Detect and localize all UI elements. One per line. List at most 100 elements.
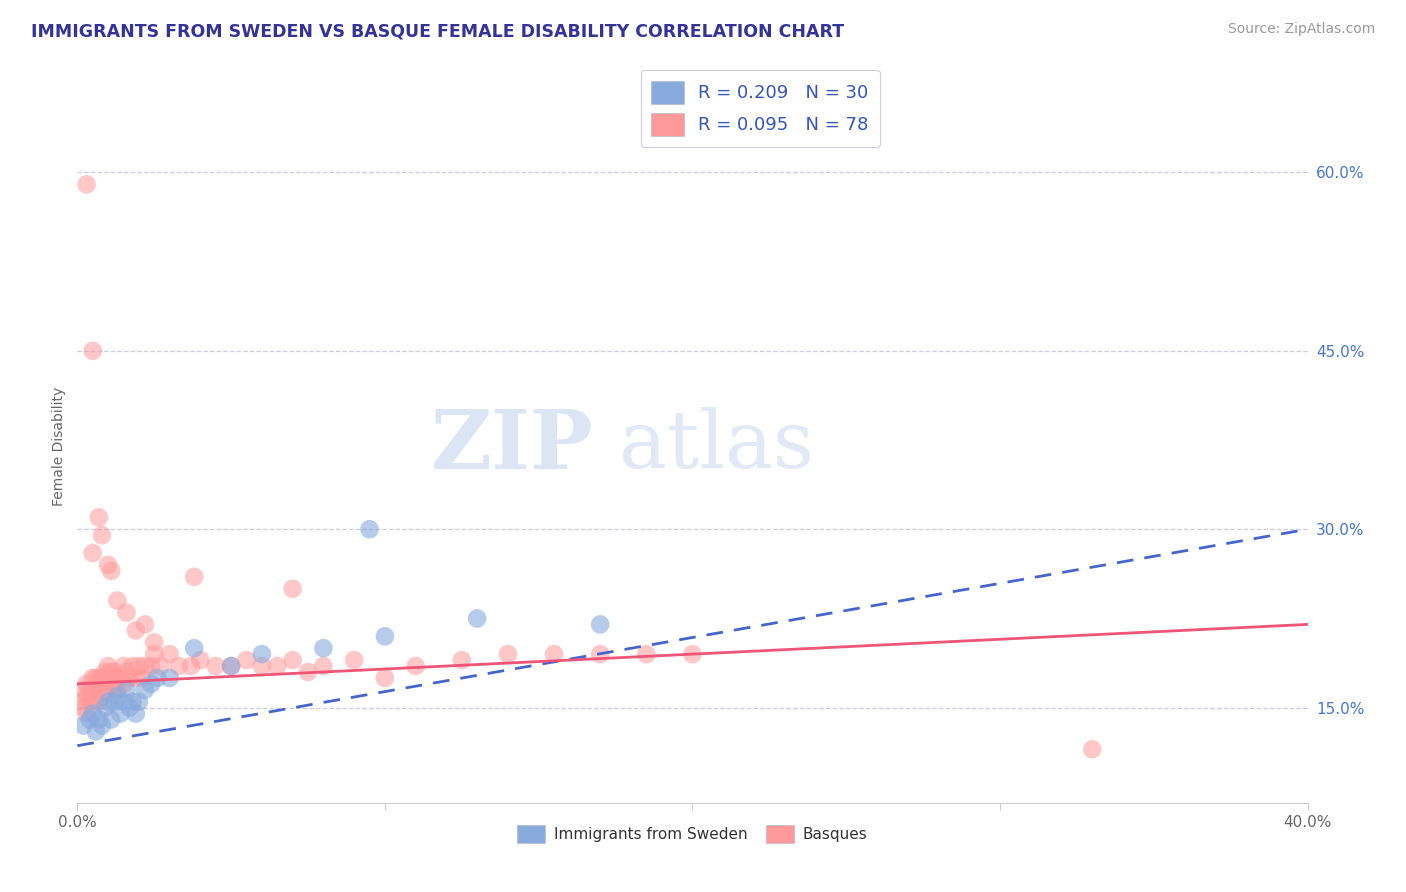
Point: [146, 671, 169, 685]
Point: [72, 718, 94, 732]
Point: [115, 682, 138, 697]
Point: [82, 343, 104, 358]
Point: [100, 713, 122, 727]
Point: [167, 659, 190, 673]
Point: [112, 695, 135, 709]
Point: [97, 558, 120, 572]
Point: [115, 606, 138, 620]
Point: [281, 582, 304, 596]
Point: [297, 665, 319, 679]
Point: [128, 659, 150, 673]
Point: [134, 682, 156, 697]
Point: [84, 724, 107, 739]
Point: [97, 659, 120, 673]
Point: [159, 647, 181, 661]
Point: [87, 713, 110, 727]
Point: [118, 700, 141, 714]
Point: [87, 677, 110, 691]
Point: [343, 653, 366, 667]
Point: [312, 641, 335, 656]
Point: [125, 671, 148, 685]
Point: [110, 671, 132, 685]
Point: [188, 653, 212, 667]
Point: [405, 659, 427, 673]
Point: [543, 647, 565, 661]
Point: [141, 659, 163, 673]
Point: [100, 564, 122, 578]
Point: [84, 671, 107, 685]
Point: [589, 617, 612, 632]
Point: [465, 611, 488, 625]
Y-axis label: Female Disability: Female Disability: [52, 386, 66, 506]
Point: [87, 695, 110, 709]
Point: [183, 641, 205, 656]
Point: [82, 689, 104, 703]
Legend: Immigrants from Sweden, Basques: Immigrants from Sweden, Basques: [512, 819, 873, 848]
Point: [250, 659, 273, 673]
Point: [141, 677, 163, 691]
Point: [450, 653, 472, 667]
Point: [79, 695, 101, 709]
Point: [97, 682, 120, 697]
Point: [589, 647, 612, 661]
Point: [84, 682, 107, 697]
Point: [143, 635, 166, 649]
Point: [76, 677, 98, 691]
Point: [90, 671, 114, 685]
Point: [94, 700, 117, 714]
Point: [87, 671, 110, 685]
Point: [87, 510, 110, 524]
Text: ZIP: ZIP: [432, 406, 595, 486]
Point: [121, 659, 143, 673]
Point: [82, 695, 104, 709]
Point: [374, 671, 396, 685]
Point: [143, 647, 166, 661]
Point: [94, 665, 117, 679]
Point: [159, 671, 181, 685]
Point: [118, 671, 141, 685]
Point: [250, 647, 273, 661]
Point: [180, 659, 202, 673]
Point: [76, 178, 98, 192]
Point: [69, 695, 91, 709]
Point: [219, 659, 242, 673]
Point: [359, 522, 381, 536]
Point: [131, 671, 153, 685]
Point: [312, 659, 335, 673]
Point: [103, 677, 125, 691]
Point: [121, 695, 143, 709]
Point: [82, 671, 104, 685]
Point: [183, 570, 205, 584]
Point: [90, 528, 114, 542]
Point: [90, 689, 114, 703]
Point: [134, 659, 156, 673]
Point: [204, 659, 226, 673]
Text: Source: ZipAtlas.com: Source: ZipAtlas.com: [1227, 22, 1375, 37]
Point: [82, 546, 104, 560]
Point: [128, 695, 150, 709]
Point: [105, 682, 128, 697]
Point: [97, 695, 120, 709]
Point: [219, 659, 242, 673]
Point: [72, 682, 94, 697]
Point: [266, 659, 288, 673]
Point: [112, 659, 135, 673]
Point: [105, 671, 128, 685]
Point: [496, 647, 519, 661]
Point: [76, 689, 98, 703]
Point: [105, 689, 128, 703]
Point: [100, 677, 122, 691]
Point: [79, 682, 101, 697]
Point: [125, 624, 148, 638]
Point: [97, 671, 120, 685]
Point: [134, 617, 156, 632]
Point: [235, 653, 257, 667]
Point: [149, 659, 172, 673]
Point: [100, 665, 122, 679]
Text: atlas: atlas: [619, 407, 814, 485]
Point: [94, 682, 117, 697]
Point: [82, 706, 104, 721]
Point: [281, 653, 304, 667]
Point: [1081, 742, 1104, 756]
Point: [115, 665, 138, 679]
